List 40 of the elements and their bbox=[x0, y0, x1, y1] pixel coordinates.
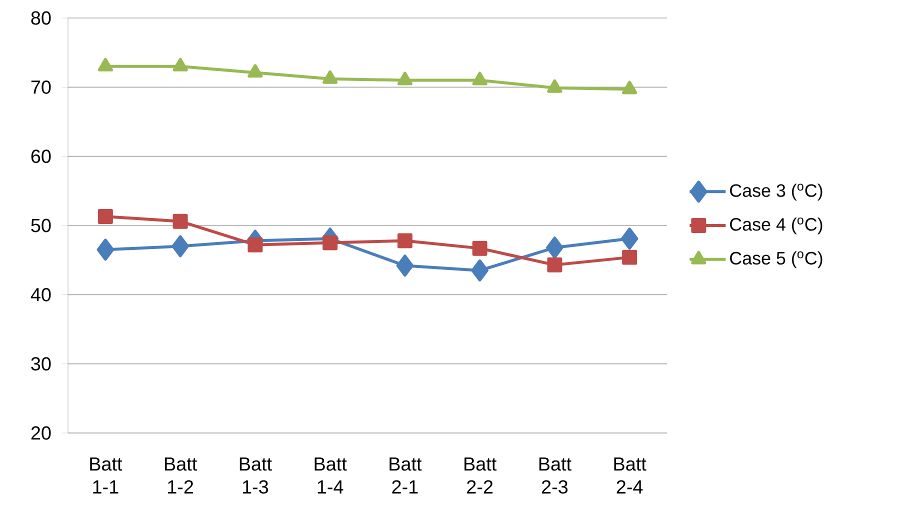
y-tick-label: 40 bbox=[30, 288, 51, 302]
x-tick-label: Batt 2-2 bbox=[464, 458, 497, 494]
x-tick-label: Batt 1-3 bbox=[240, 458, 272, 494]
point bbox=[248, 64, 263, 78]
point bbox=[98, 209, 113, 224]
point bbox=[248, 237, 263, 252]
point bbox=[622, 80, 638, 94]
point bbox=[472, 72, 488, 86]
point bbox=[546, 236, 564, 259]
point bbox=[322, 70, 338, 84]
legend-label: Case 5 ($^{o}$C) bbox=[730, 251, 822, 268]
point bbox=[547, 79, 562, 93]
point bbox=[172, 235, 189, 258]
y-tick-label: 50 bbox=[31, 218, 51, 232]
point bbox=[622, 250, 638, 265]
point bbox=[96, 238, 114, 261]
x-tick-label: Batt 2-1 bbox=[390, 458, 422, 494]
x-tick-label: Batt 1-4 bbox=[314, 458, 347, 494]
y-tick-label: 60 bbox=[31, 150, 51, 164]
point bbox=[547, 257, 562, 272]
y-tick-label: 80 bbox=[31, 11, 51, 25]
y-tick-label: 20 bbox=[31, 426, 51, 440]
point bbox=[322, 235, 338, 250]
point bbox=[471, 259, 488, 282]
x-tick-label: Batt 2-4 bbox=[614, 458, 646, 494]
point bbox=[397, 72, 412, 86]
x-tick-label: Batt 2-3 bbox=[539, 458, 572, 494]
point bbox=[472, 240, 488, 256]
point bbox=[396, 254, 414, 277]
x-tick-label: Batt 1-2 bbox=[165, 458, 198, 494]
point bbox=[172, 58, 188, 72]
x-tick-label: Batt 1-1 bbox=[90, 458, 122, 494]
point bbox=[397, 233, 412, 248]
legend-label: Case 4 ($^{o}$C) bbox=[730, 218, 822, 234]
legend-label: Case 3 ($^{o}$C) bbox=[730, 184, 822, 200]
point bbox=[98, 58, 113, 72]
point bbox=[620, 228, 638, 250]
y-tick-label: 30 bbox=[31, 357, 51, 371]
point bbox=[172, 214, 188, 229]
y-tick-label: 70 bbox=[31, 80, 51, 94]
